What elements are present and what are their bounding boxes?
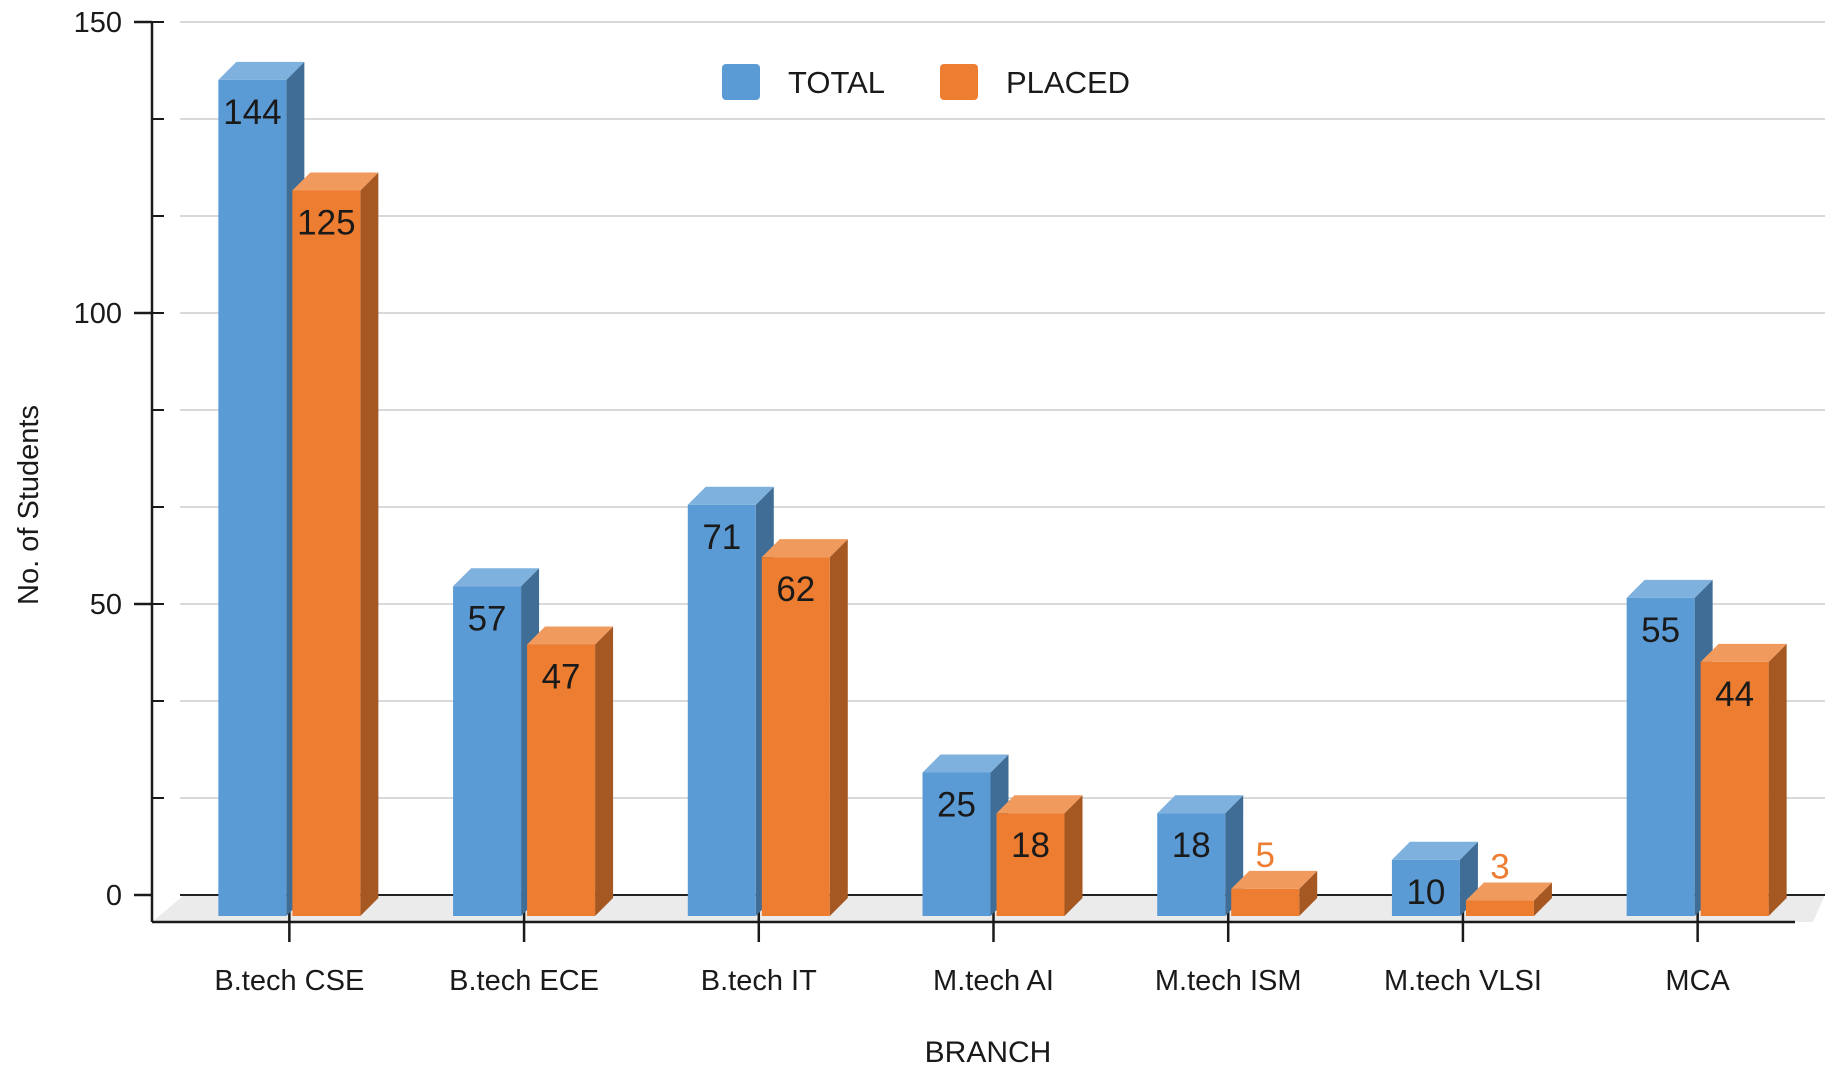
data-label: 57 [468,599,507,638]
x-tick-label: B.tech CSE [214,965,364,997]
x-tick-label: M.tech AI [933,965,1054,997]
bar-top [761,539,848,558]
bar-top [1465,882,1552,901]
data-label: 3 [1490,848,1509,887]
legend-label: PLACED [1006,65,1130,100]
y-tick-label: 100 [74,298,122,330]
data-label: 47 [542,657,581,696]
bar [761,557,830,916]
data-label: 125 [297,204,355,243]
bar-top [1157,795,1244,814]
bar-top [1626,579,1713,598]
bar [687,504,756,916]
data-label: 44 [1715,675,1754,714]
data-label: 5 [1255,836,1274,875]
bar-top [922,754,1009,773]
bar [1157,813,1226,916]
x-tick-label: B.tech ECE [449,965,599,997]
bars [218,61,1787,917]
bar [1626,597,1695,916]
bar-side [360,172,379,916]
bar-top [527,626,614,645]
bar [218,79,287,917]
legend: TOTAL PLACED [722,64,1130,100]
bar-top [292,172,379,191]
y-axis-title: No. of Students [13,405,45,605]
x-tick-label: M.tech VLSI [1384,965,1542,997]
y-tick-label: 150 [74,7,122,39]
bar-side [1299,870,1318,916]
bar [1391,859,1460,916]
bar-side [1533,882,1552,916]
bar-top [1391,841,1478,860]
axes: 0 50 100 150 B.tech CSE B.tech ECE B.tech IT M.… [74,7,1795,997]
legend-swatch [722,64,760,100]
bar-side [595,626,614,916]
bar-top [218,61,305,80]
data-label: 55 [1641,611,1680,650]
legend-swatch [940,64,978,100]
data-label: 18 [1172,826,1211,865]
x-axis-title: BRANCH [925,1036,1052,1067]
bar [292,190,361,916]
bar-side [1064,795,1083,916]
x-tick-label: B.tech IT [701,965,817,997]
bar-side [829,539,848,916]
data-label: 10 [1406,873,1445,912]
x-tick-label: MCA [1665,965,1730,997]
x-tick-label: M.tech ISM [1155,965,1302,997]
bar-top [1700,643,1787,662]
gridlines [180,21,1825,799]
y-tick-label: 50 [90,589,122,621]
data-label: 62 [776,570,815,609]
bar [527,644,596,916]
bar [453,586,522,916]
bar [1465,900,1534,916]
data-labels: 144 125 57 47 71 62 25 18 18 5 10 3 55 44 [223,93,1754,912]
y-tick-label: 0 [106,880,122,912]
bar-top [996,795,1083,814]
data-label: 144 [223,93,281,132]
bar [996,813,1065,916]
bar [1231,888,1300,916]
bar-top [453,568,540,587]
legend-label: TOTAL [788,65,885,100]
data-label: 71 [702,518,741,557]
data-label: 25 [937,786,976,825]
bar [1700,661,1769,916]
bar-top [1231,870,1318,889]
data-label: 18 [1011,826,1050,865]
bar-top [687,486,774,505]
bar [922,772,991,916]
bar-side [1768,643,1787,916]
